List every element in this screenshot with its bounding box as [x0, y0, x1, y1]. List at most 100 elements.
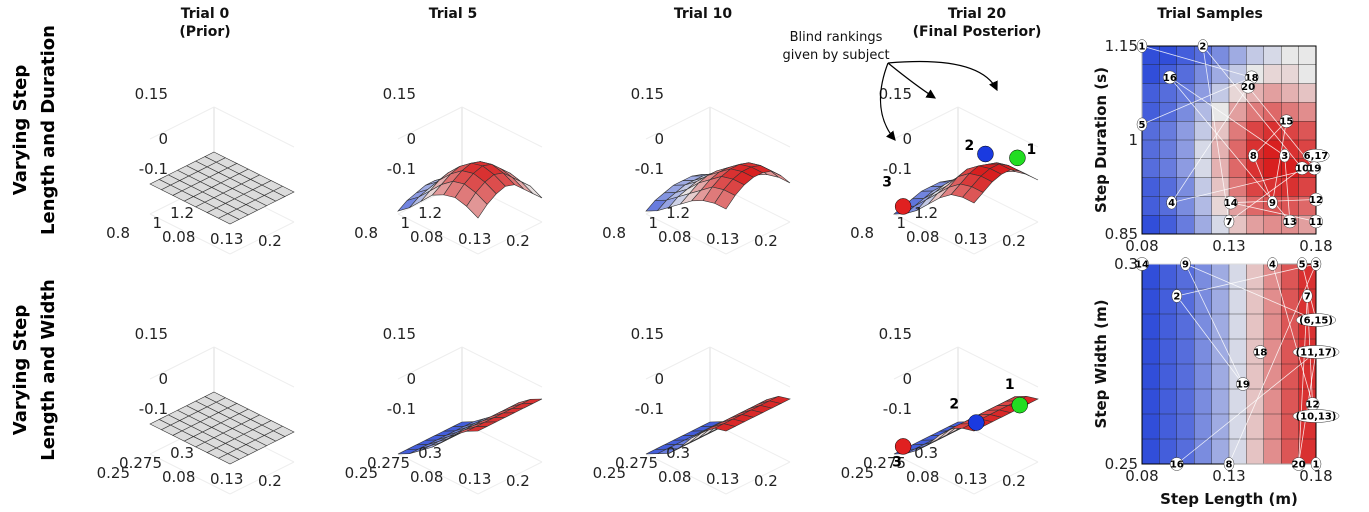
sample-label: 10 — [1295, 164, 1309, 175]
heatmap-cell — [1246, 120, 1265, 141]
x-tick-label: 0.18 — [1299, 467, 1332, 485]
heatmap-cell — [1193, 196, 1213, 216]
heatmap-cell — [1211, 388, 1230, 415]
ranking-label: 3 — [882, 174, 892, 190]
z-tick-label: 0 — [654, 130, 664, 148]
heatmap-cell — [1193, 64, 1213, 85]
sample-label: 16 — [1163, 73, 1177, 84]
sample-marker — [1267, 257, 1278, 271]
heatmap-cell — [1280, 83, 1300, 103]
surface-patch — [512, 177, 534, 194]
surface-patch — [962, 186, 984, 204]
y-tick-label: 0.8 — [106, 224, 130, 242]
heatmap-cell — [1298, 83, 1317, 103]
x-tick-label: 0.13 — [706, 230, 739, 248]
x-tick-label: 0.08 — [410, 228, 443, 246]
heatmap-cell — [1159, 214, 1178, 235]
column-title-line: Trial 20 — [948, 6, 1007, 22]
heatmap-cell — [1176, 83, 1195, 103]
sample-path — [1228, 263, 1317, 465]
grid-line — [957, 106, 1039, 148]
heatmap-cell — [1211, 139, 1230, 160]
ranking-marker — [894, 198, 912, 215]
z-tick-label: -0.1 — [139, 400, 168, 418]
ranking-label: 3 — [892, 454, 902, 470]
sample-marker — [1135, 257, 1149, 271]
y-tick-label: 1 — [648, 214, 658, 232]
sample-label: 19 — [1236, 380, 1250, 391]
ranking-label: 2 — [949, 397, 959, 413]
heatmap-cell — [1246, 214, 1265, 235]
heatmap-cell — [1176, 177, 1195, 197]
z-tick-label: 0 — [406, 370, 416, 388]
grid-line — [397, 346, 463, 380]
heatmap-cell — [1159, 338, 1178, 365]
row-label-line: Length and Duration — [38, 25, 59, 235]
grid-line — [645, 213, 727, 255]
x-tick-label: 0.08 — [162, 468, 195, 486]
sample-path — [1272, 263, 1317, 417]
z-tick-label: -0.1 — [387, 400, 416, 418]
heatmap-cell — [1193, 388, 1213, 415]
y-tick-label: 1.2 — [666, 204, 690, 222]
column-title-line: (Final Posterior) — [913, 24, 1042, 40]
heatmap-cell — [1228, 139, 1247, 160]
y-tick-label: 0.25 — [345, 464, 378, 482]
heatmap-cell — [1298, 120, 1317, 141]
grid-line — [213, 346, 295, 388]
x-tick-label: 0.13 — [458, 470, 491, 488]
sample-marker — [1283, 214, 1297, 229]
surface-panel: 0.15 0 -0.1 0.250.275 0.3 0.08 0.13 0.2 1 2 3 — [841, 325, 1039, 495]
heatmap-cell — [1211, 288, 1230, 315]
heatmap-cell — [1176, 388, 1195, 415]
x-tick-label: 0.13 — [458, 230, 491, 248]
sample-marker — [1241, 79, 1255, 94]
sample-label: 20 — [1292, 460, 1306, 471]
row-label-line: Varying Step — [10, 305, 31, 436]
y-tick-label: 1.2 — [170, 204, 194, 222]
sample-label: 5 — [1139, 120, 1146, 131]
heatmap-cell — [1263, 214, 1282, 235]
y-tick-label: 1 — [152, 214, 162, 232]
heatmap-cell — [1141, 438, 1160, 465]
sample-label: (10,13) — [1296, 412, 1337, 423]
annotation-line: Blind rankings — [790, 30, 883, 45]
heatmap-cell — [1280, 288, 1300, 315]
y-tick-label: 0.25 — [593, 464, 626, 482]
z-tick-label: 0.15 — [879, 325, 912, 343]
sample-label: 9 — [1269, 198, 1276, 209]
annotation-arrow — [887, 62, 937, 99]
heatmap-cell — [1263, 64, 1282, 85]
annotation-line: given by subject — [782, 48, 889, 63]
x-tick-label: 0.08 — [658, 228, 691, 246]
sample-label: 19 — [1307, 164, 1321, 175]
y-tick-label: 0.275 — [119, 454, 162, 472]
x-tick-label: 0.2 — [258, 232, 282, 250]
heatmap-cell — [1193, 263, 1213, 290]
sample-marker — [1180, 257, 1191, 271]
heatmap-cell — [1159, 313, 1178, 340]
ranking-label: 1 — [1027, 142, 1037, 158]
z-tick-label: 0.15 — [383, 325, 416, 343]
x-tick-label: 0.13 — [954, 470, 987, 488]
y-tick-label: 0.3 — [1114, 255, 1138, 273]
heatmap-cell — [1246, 288, 1265, 315]
grid-line — [229, 461, 295, 495]
grid-line — [957, 346, 1039, 388]
heatmap-cell — [1228, 388, 1247, 415]
sample-path — [1171, 86, 1249, 203]
heatmap-cell — [1193, 288, 1213, 315]
heatmap-cell — [1159, 120, 1178, 141]
sample-marker — [1296, 257, 1308, 271]
y-axis-label: Step Duration (s) — [1092, 67, 1110, 213]
column-title-line: Trial 5 — [429, 6, 478, 22]
z-tick-label: -0.1 — [635, 160, 664, 178]
grid-line — [229, 221, 295, 255]
sample-marker — [1162, 70, 1177, 85]
heatmap-cell — [1141, 177, 1160, 197]
surface-patch — [713, 423, 737, 432]
heatmap-cell — [1176, 158, 1195, 179]
sample-marker — [1253, 345, 1268, 359]
z-tick-label: 0.15 — [135, 85, 168, 103]
z-tick-label: 0 — [406, 130, 416, 148]
